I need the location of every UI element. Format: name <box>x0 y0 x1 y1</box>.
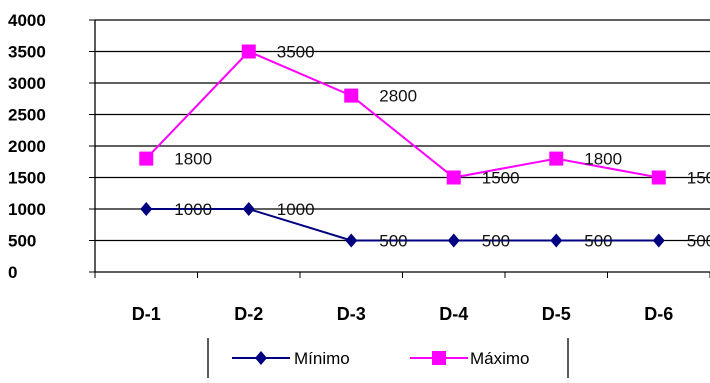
data-point-square <box>651 170 666 185</box>
data-point-diamond <box>255 351 267 365</box>
series-line-minimo <box>146 208 659 242</box>
data-label: 1000 <box>174 200 212 219</box>
axes <box>89 19 710 278</box>
data-label: 1000 <box>277 200 315 219</box>
data-point-square <box>344 88 359 103</box>
legend-label: Mínimo <box>294 349 350 368</box>
x-tick-label: D-1 <box>132 304 161 324</box>
y-tick-label: 1000 <box>8 200 46 219</box>
data-label: 500 <box>687 232 710 251</box>
y-tick-label: 3500 <box>8 43 46 62</box>
y-tick-label: 3000 <box>8 74 46 93</box>
y-tick-label: 0 <box>8 263 17 282</box>
data-point-square <box>241 44 256 59</box>
series <box>139 44 666 248</box>
data-label: 500 <box>584 232 612 251</box>
legend: Mínimo Máximo <box>207 338 569 378</box>
data-point-diamond <box>652 233 665 248</box>
x-tick-label: D-2 <box>234 304 263 324</box>
data-label: 2800 <box>379 87 417 106</box>
y-tick-label: 4000 <box>8 11 46 30</box>
data-point-diamond <box>140 202 153 216</box>
data-point-square <box>139 151 154 166</box>
x-tick-label: D-6 <box>644 304 673 324</box>
data-label: 1500 <box>687 169 710 188</box>
data-label: 500 <box>379 232 407 251</box>
x-tick-label: D-4 <box>439 304 468 324</box>
legend-label: Máximo <box>470 349 530 368</box>
data-point-square <box>446 170 461 185</box>
y-tick-label: 1500 <box>8 169 46 188</box>
data-point-diamond <box>345 233 358 248</box>
x-tick-labels: D-1 D-2 D-3 D-4 D-5 D-6 <box>132 304 674 324</box>
y-tick-label: 2500 <box>8 106 46 125</box>
y-tick-label: 2000 <box>8 137 46 156</box>
series-line-maximo <box>145 50 659 179</box>
data-point-diamond <box>447 233 460 248</box>
data-point-diamond <box>550 233 563 248</box>
data-label: 1800 <box>174 150 212 169</box>
data-point-square <box>432 351 446 365</box>
data-label: 1500 <box>482 169 520 188</box>
data-labels: 1000 1000 500 500 500 500 1800 3500 2800 1500 1800… <box>174 43 710 251</box>
data-point-diamond <box>242 202 255 216</box>
data-point-square <box>549 151 564 166</box>
x-tick-label: D-5 <box>542 304 571 324</box>
data-label: 1800 <box>584 150 622 169</box>
data-label: 500 <box>482 232 510 251</box>
data-label: 3500 <box>277 43 315 62</box>
y-tick-label: 500 <box>8 232 36 251</box>
x-tick-label: D-3 <box>337 304 366 324</box>
y-tick-labels: 0 500 1000 1500 2000 2500 3000 3500 4000 <box>8 11 46 282</box>
